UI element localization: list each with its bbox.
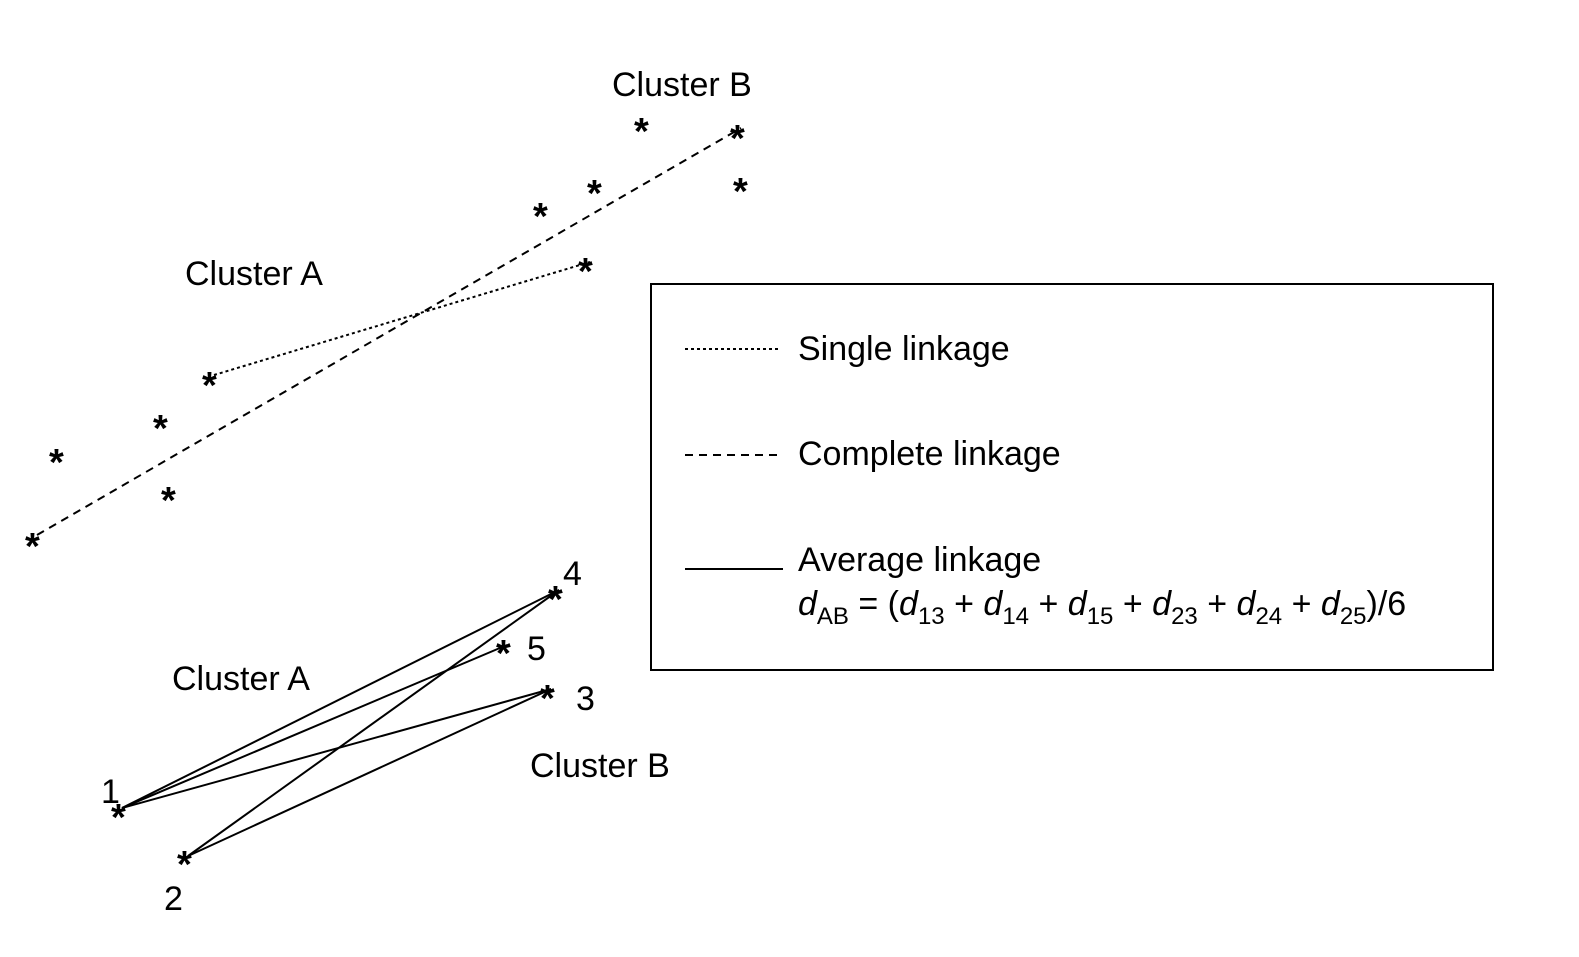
- bottom-point-1: *: [111, 797, 126, 839]
- bottom-point-label-2: 2: [164, 880, 183, 918]
- bottom-point-label-5: 5: [527, 630, 546, 668]
- top-cluster-b-label: Cluster B: [612, 66, 752, 104]
- average-linkage-line-1-4: [121, 589, 560, 809]
- top-cluster-a-label: Cluster A: [185, 255, 323, 293]
- legend-single-label: Single linkage: [798, 330, 1010, 368]
- bottom-point-label-4: 4: [563, 555, 582, 593]
- formula-d-ab: d: [798, 585, 818, 623]
- legend-box: [650, 283, 1494, 671]
- top-cluster-b-point: *: [533, 196, 548, 238]
- average-linkage-line-2-3: [187, 688, 552, 857]
- legend-complete-label: Complete linkage: [798, 435, 1061, 473]
- top-cluster-a-point: *: [202, 365, 217, 407]
- formula-eq-open: = (: [849, 585, 900, 623]
- bottom-point-5: *: [496, 633, 511, 675]
- bottom-cluster-a-label: Cluster A: [172, 660, 310, 698]
- average-linkage-line-2-4: [187, 589, 560, 857]
- bottom-point-label-1: 1: [101, 773, 120, 811]
- bottom-cluster-b-label: Cluster B: [530, 747, 670, 785]
- bottom-diagram: Cluster A Cluster B * * * * * 4 5 3 1 2: [101, 555, 670, 918]
- bottom-point-2: *: [177, 844, 192, 886]
- top-cluster-b-point: *: [730, 118, 745, 160]
- legend-average-formula: dAB = (d13 + d14 + d15 + d23 + d24 + d25…: [798, 585, 1406, 630]
- bottom-point-label-3: 3: [576, 680, 595, 718]
- bottom-point-4: *: [548, 579, 563, 621]
- top-cluster-a-point: *: [153, 408, 168, 450]
- bottom-point-3: *: [540, 678, 555, 720]
- top-diagram: Cluster B Cluster A * * * * * * * * * * …: [25, 66, 752, 568]
- legend-average-label: Average linkage: [798, 541, 1041, 579]
- top-cluster-b-point: *: [578, 251, 593, 293]
- top-cluster-b-point: *: [733, 171, 748, 213]
- legend: Single linkage Complete linkage Average …: [650, 283, 1494, 671]
- complete-linkage-line: [36, 127, 742, 536]
- top-cluster-b-point: *: [634, 111, 649, 153]
- formula-sub-ab: AB: [817, 603, 849, 630]
- top-cluster-b-point: *: [587, 173, 602, 215]
- top-cluster-a-point: *: [161, 480, 176, 522]
- top-cluster-a-point: *: [49, 442, 64, 484]
- top-cluster-a-point: *: [25, 526, 40, 568]
